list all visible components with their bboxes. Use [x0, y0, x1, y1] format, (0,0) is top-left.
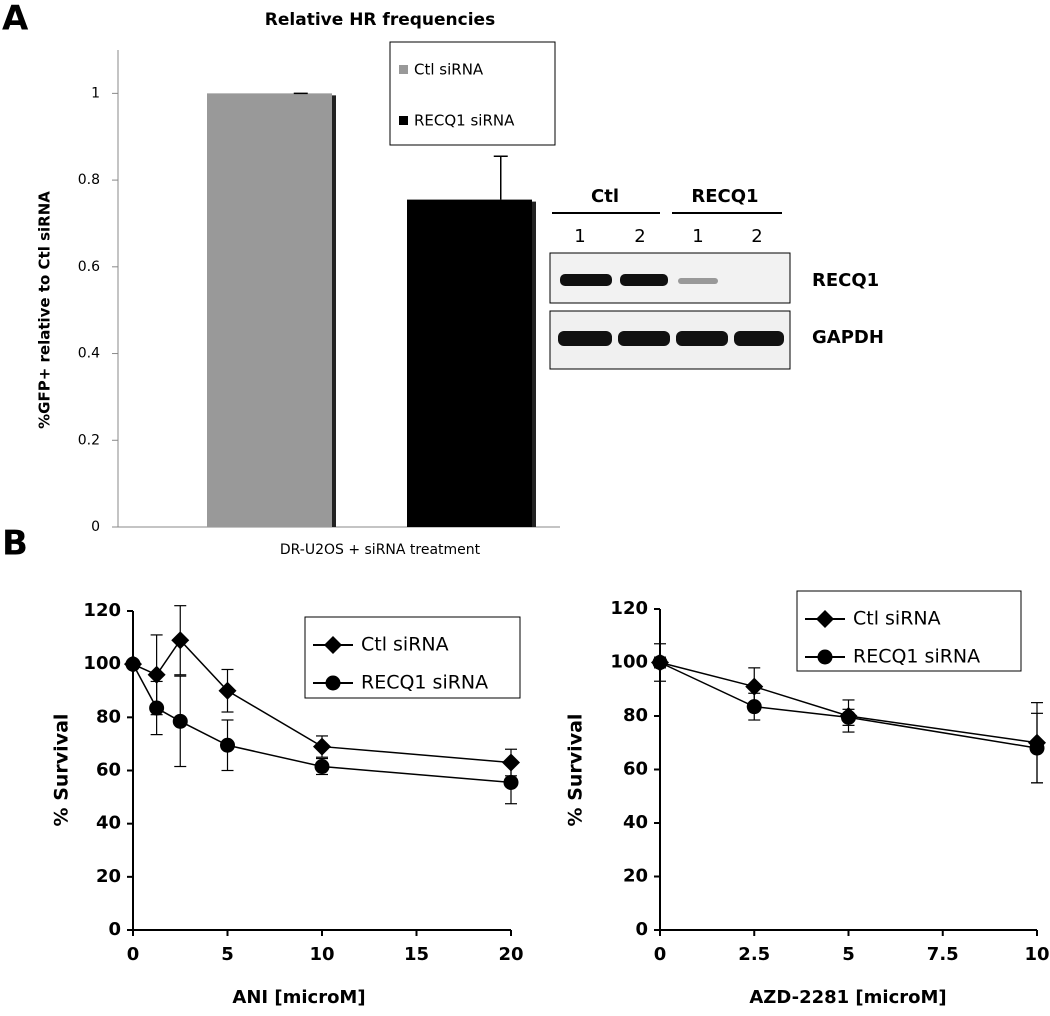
panel-letter: A	[2, 0, 29, 39]
legend-marker	[817, 649, 833, 665]
panel-letter: B	[2, 524, 28, 564]
marker	[841, 709, 856, 725]
legend-label: RECQ1 siRNA	[414, 112, 515, 130]
blot-group: Ctl	[591, 186, 619, 207]
series-line	[659, 661, 1038, 749]
y-tick-label: 40	[623, 812, 648, 833]
marker	[171, 631, 190, 650]
y-axis-label: % Survival	[51, 714, 73, 827]
marker	[746, 699, 762, 715]
x-tick-label: 15	[404, 944, 429, 965]
chart-title: Relative HR frequencies	[265, 10, 495, 30]
series-line	[659, 661, 1038, 744]
y-tick-label: 0	[91, 519, 100, 535]
y-tick-label: 100	[610, 652, 648, 673]
x-tick-label: 0	[654, 944, 667, 965]
x-tick-label: 2.5	[738, 944, 770, 965]
legend-marker	[325, 675, 341, 691]
lane-label: 1	[692, 226, 703, 247]
x-tick-label: 20	[498, 944, 523, 965]
x-tick-label: 0	[127, 944, 140, 965]
y-tick-label: 0.8	[78, 172, 100, 188]
x-axis-label: ANI [microM]	[232, 987, 365, 1008]
y-tick-label: 40	[96, 813, 121, 834]
marker	[125, 656, 141, 672]
legend-box	[304, 616, 521, 699]
y-tick-label: 20	[96, 866, 121, 887]
y-tick-label: 60	[96, 760, 121, 781]
western-blot: Ctl RECQ1 1 2 1 2 RECQ1 GAPDH	[549, 186, 884, 370]
blot-group: RECQ1	[691, 186, 758, 207]
x-tick-label: 10	[309, 944, 334, 965]
legend-box	[389, 41, 556, 146]
blot-row-label: GAPDH	[812, 327, 884, 348]
y-tick-label: 0.6	[78, 259, 100, 275]
y-tick-label: 0.2	[78, 432, 100, 448]
lane-label: 2	[634, 226, 645, 247]
legend-swatch	[399, 65, 408, 74]
band	[560, 274, 612, 286]
y-tick-label: 60	[623, 759, 648, 780]
band	[620, 274, 668, 286]
lane-label: 2	[751, 226, 762, 247]
band	[678, 278, 718, 284]
y-axis-label: %GFP+ relative to Ctl siRNA	[36, 191, 54, 429]
x-tick-label: 5	[842, 944, 855, 965]
legend-label: RECQ1 siRNA	[853, 646, 980, 668]
marker	[147, 665, 166, 684]
legend-label: RECQ1 siRNA	[361, 672, 488, 694]
marker	[1029, 740, 1045, 756]
marker	[745, 677, 764, 696]
x-tick-label: 5	[221, 944, 234, 965]
marker	[172, 713, 188, 729]
marker	[313, 737, 331, 756]
band	[558, 331, 612, 346]
y-axis-label: % Survival	[565, 714, 587, 827]
y-tick-label: 0.4	[78, 346, 100, 362]
x-tick-label: 10	[1024, 944, 1049, 965]
marker	[652, 655, 668, 670]
y-tick-label: 20	[623, 866, 648, 887]
y-tick-label: 120	[83, 600, 121, 621]
legend-label: Ctl siRNA	[414, 61, 484, 79]
lane-label: 1	[574, 226, 585, 247]
bar	[207, 93, 332, 527]
band	[676, 331, 728, 346]
marker	[503, 774, 519, 790]
band	[734, 331, 784, 346]
x-axis-label: AZD-2281 [microM]	[749, 987, 946, 1008]
bar	[407, 199, 532, 527]
y-tick-label: 120	[610, 598, 648, 619]
legend-marker	[816, 610, 834, 628]
y-tick-label: 80	[96, 706, 121, 727]
x-tick-label: 7.5	[927, 944, 959, 965]
legend-label: Ctl siRNA	[853, 608, 941, 630]
y-tick-label: 100	[83, 653, 121, 674]
marker	[314, 759, 330, 775]
legend-label: Ctl siRNA	[361, 634, 449, 656]
y-tick-label: 1	[91, 85, 100, 101]
blot-row-label: RECQ1	[812, 270, 879, 291]
y-tick-label: 0	[108, 919, 121, 940]
legend-marker	[324, 636, 342, 654]
marker	[218, 681, 237, 700]
marker	[149, 700, 165, 716]
y-tick-label: 80	[623, 705, 648, 726]
marker	[220, 737, 235, 753]
legend-swatch	[399, 116, 408, 125]
band	[618, 331, 670, 346]
series-line	[132, 663, 512, 784]
x-axis-label: DR-U2OS + siRNA treatment	[280, 542, 481, 558]
y-tick-label: 0	[635, 919, 648, 940]
